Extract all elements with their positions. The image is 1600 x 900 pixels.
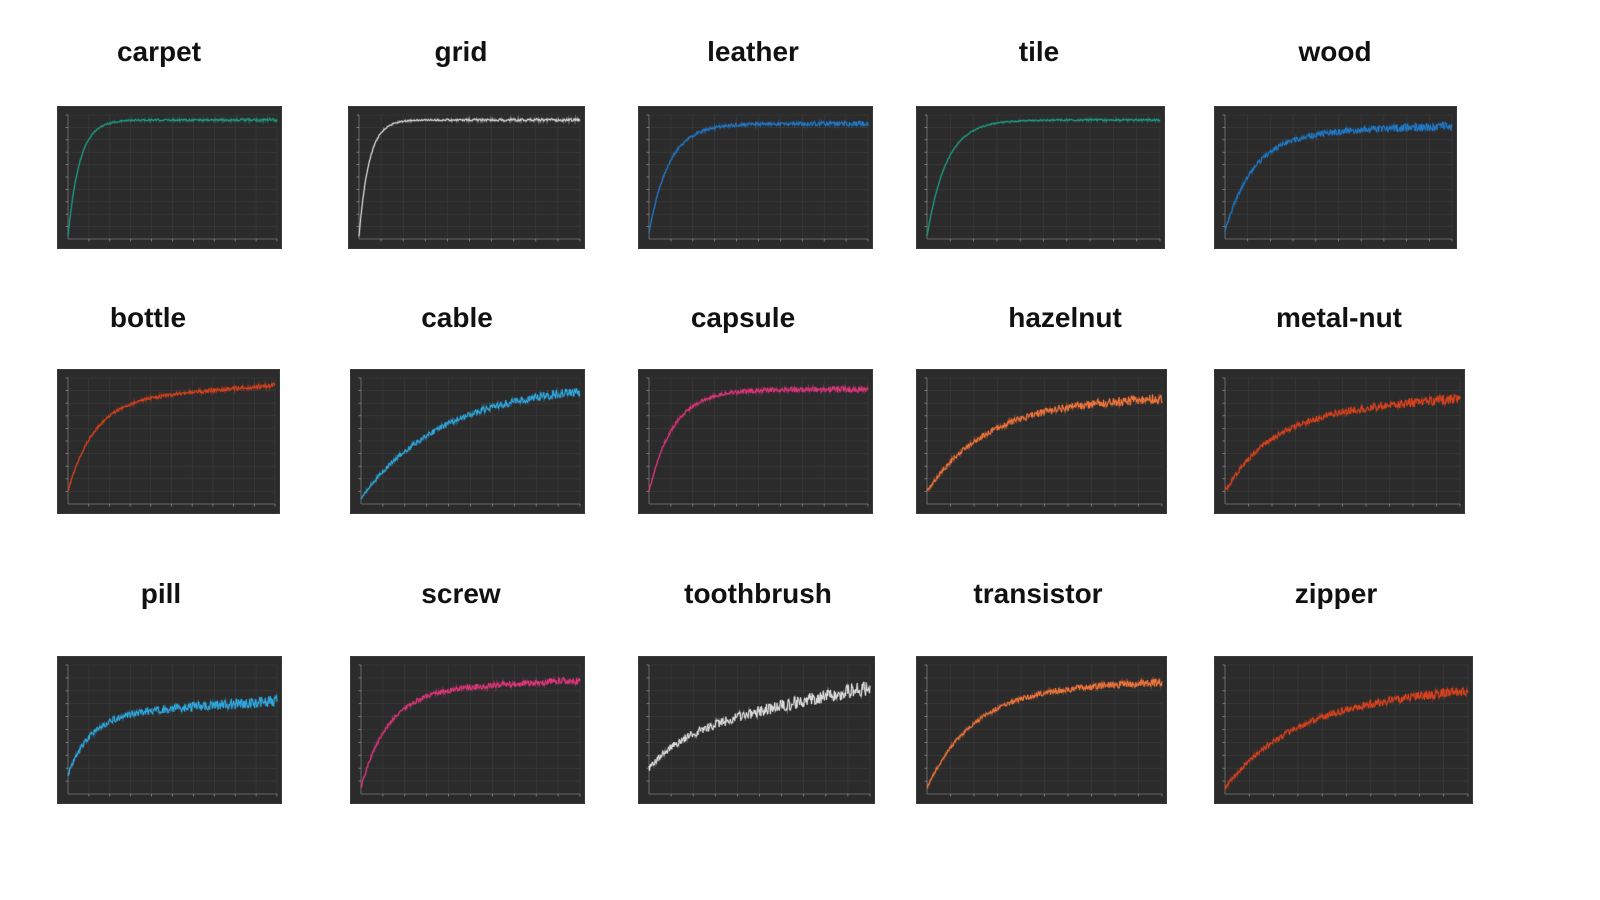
- line-chart-metal-nut: [1222, 377, 1462, 507]
- chart-title-zipper: zipper: [1294, 578, 1378, 609]
- chart-title-leather: leather: [707, 36, 799, 67]
- series-line: [67, 382, 276, 491]
- chart-title-wood: wood: [1298, 36, 1372, 67]
- series-line: [648, 386, 869, 492]
- line-chart-cable: [358, 377, 581, 507]
- chart-title-tile: tile: [1018, 36, 1060, 67]
- chart-panel-bottle: [57, 369, 280, 514]
- series-line: [358, 118, 581, 237]
- chart-title-grid: grid: [434, 36, 488, 67]
- line-chart-wood: [1222, 114, 1454, 242]
- series-line: [648, 120, 869, 233]
- chart-title-cable: cable: [421, 302, 493, 333]
- chart-panel-screw: [350, 656, 585, 804]
- line-chart-transistor: [924, 664, 1164, 797]
- series-line: [926, 118, 1161, 237]
- chart-panel-wood: [1214, 106, 1457, 249]
- chart-title-toothbrush: toothbrush: [684, 578, 832, 609]
- chart-title-capsule: capsule: [690, 302, 796, 333]
- series-line: [926, 394, 1163, 492]
- chart-panel-tile: [916, 106, 1165, 249]
- series-line: [1224, 394, 1461, 491]
- line-chart-leather: [646, 114, 870, 242]
- chart-panel-zipper: [1214, 656, 1473, 804]
- chart-title-carpet: carpet: [116, 36, 202, 67]
- chart-panel-capsule: [638, 369, 873, 514]
- series-line: [1224, 122, 1453, 233]
- chart-panel-metal-nut: [1214, 369, 1465, 514]
- chart-panel-grid: [348, 106, 585, 249]
- chart-panel-leather: [638, 106, 873, 249]
- series-line: [67, 695, 278, 777]
- chart-panel-cable: [350, 369, 585, 514]
- chart-title-transistor: transistor: [973, 578, 1103, 609]
- chart-panel-carpet: [57, 106, 282, 249]
- series-line: [67, 118, 278, 237]
- line-chart-bottle: [65, 377, 276, 507]
- series-line: [1224, 687, 1469, 790]
- chart-title-hazelnut: hazelnut: [1008, 302, 1122, 333]
- chart-panel-pill: [57, 656, 282, 804]
- line-chart-hazelnut: [924, 377, 1164, 507]
- chart-title-metal-nut: metal-nut: [1276, 302, 1402, 333]
- chart-title-screw: screw: [421, 578, 501, 609]
- series-line: [360, 677, 581, 789]
- series-line: [648, 681, 871, 771]
- chart-title-bottle: bottle: [109, 302, 187, 333]
- series-line: [926, 678, 1163, 789]
- line-chart-pill: [65, 664, 279, 797]
- line-chart-carpet: [65, 114, 279, 242]
- line-chart-capsule: [646, 377, 870, 507]
- chart-panel-toothbrush: [638, 656, 875, 804]
- chart-panel-hazelnut: [916, 369, 1167, 514]
- series-line: [360, 388, 581, 499]
- line-chart-screw: [358, 664, 582, 797]
- line-chart-grid: [356, 114, 581, 242]
- line-chart-tile: [924, 114, 1161, 242]
- chart-panel-transistor: [916, 656, 1167, 804]
- line-chart-toothbrush: [646, 664, 872, 797]
- line-chart-zipper: [1222, 664, 1470, 797]
- chart-title-pill: pill: [140, 578, 182, 609]
